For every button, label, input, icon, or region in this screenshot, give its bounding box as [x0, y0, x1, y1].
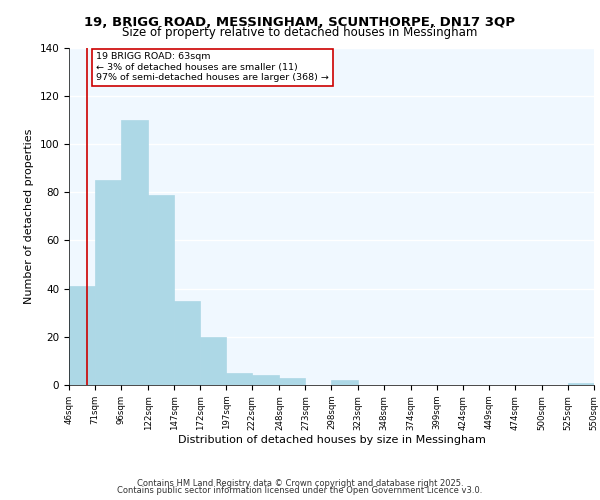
Bar — [568, 382, 594, 385]
Bar — [174, 300, 200, 385]
Bar — [331, 380, 358, 385]
Bar — [69, 286, 95, 385]
Text: Contains HM Land Registry data © Crown copyright and database right 2025.: Contains HM Land Registry data © Crown c… — [137, 478, 463, 488]
Bar — [121, 120, 148, 385]
Bar — [280, 378, 305, 385]
Text: 19, BRIGG ROAD, MESSINGHAM, SCUNTHORPE, DN17 3QP: 19, BRIGG ROAD, MESSINGHAM, SCUNTHORPE, … — [85, 16, 515, 29]
Bar — [148, 194, 174, 385]
Text: 19 BRIGG ROAD: 63sqm
← 3% of detached houses are smaller (11)
97% of semi-detach: 19 BRIGG ROAD: 63sqm ← 3% of detached ho… — [96, 52, 329, 82]
Bar — [226, 373, 253, 385]
Bar — [95, 180, 121, 385]
Bar — [253, 376, 280, 385]
Text: Size of property relative to detached houses in Messingham: Size of property relative to detached ho… — [122, 26, 478, 39]
X-axis label: Distribution of detached houses by size in Messingham: Distribution of detached houses by size … — [178, 435, 485, 445]
Text: Contains public sector information licensed under the Open Government Licence v3: Contains public sector information licen… — [118, 486, 482, 495]
Bar — [200, 337, 226, 385]
Y-axis label: Number of detached properties: Number of detached properties — [24, 128, 34, 304]
